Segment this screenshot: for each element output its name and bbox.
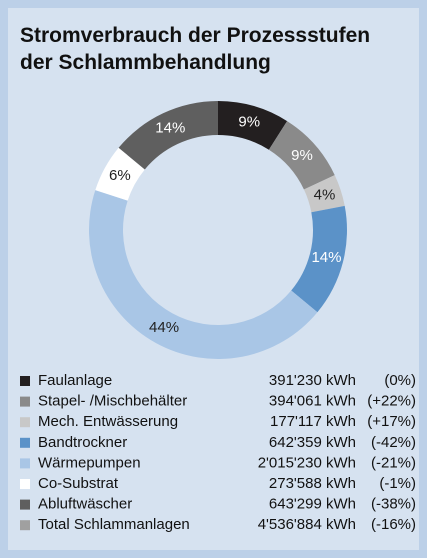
legend-consumption: 177'117 kWh: [270, 413, 356, 430]
slice-label: 4%: [314, 186, 336, 203]
legend-change: (+22%): [367, 393, 416, 410]
legend-consumption: 273'588 kWh: [269, 475, 356, 492]
legend-name: Abluftwäscher: [38, 496, 132, 513]
donut-slice: [89, 190, 318, 359]
legend-change: (+17%): [367, 413, 416, 430]
slice-label: 14%: [311, 249, 341, 266]
legend-swatch: [20, 499, 30, 510]
slice-label: 9%: [238, 113, 260, 130]
donut-slice: [118, 101, 218, 170]
donut-slice: [268, 121, 335, 190]
legend-consumption: 391'230 kWh: [269, 372, 356, 389]
legend-consumption: 2'015'230 kWh: [258, 454, 356, 471]
slice-label: 9%: [291, 147, 313, 164]
donut-slice: [95, 147, 145, 201]
legend-swatch: [20, 437, 30, 448]
legend-name: Co-Substrat: [38, 475, 119, 492]
legend-name: Stapel- /Mischbehälter: [38, 393, 187, 410]
legend-swatch: [20, 458, 30, 469]
legend-change: (-1%): [379, 475, 416, 492]
legend-change: (-16%): [371, 516, 416, 533]
legend-name: Total Schlammanlagen: [38, 516, 190, 533]
legend-change: (-38%): [371, 496, 416, 513]
legend-name: Bandtrockner: [38, 434, 127, 451]
legend-consumption: 4'536'884 kWh: [258, 516, 356, 533]
legend-swatch: [20, 479, 30, 489]
legend-change: (-21%): [371, 454, 416, 471]
legend-swatch: [20, 376, 30, 386]
donut-slice: [303, 175, 345, 213]
legend-change: (-42%): [371, 434, 416, 451]
slice-label: 14%: [155, 120, 185, 137]
chart-title: der Schlammbehandlung: [20, 51, 271, 74]
legend-name: Wärmepumpen: [38, 454, 141, 471]
panel: [8, 8, 419, 550]
legend-consumption: 642'359 kWh: [269, 434, 356, 451]
legend-swatch: [20, 520, 30, 531]
legend-name: Faulanlage: [38, 372, 112, 389]
legend-consumption: 394'061 kWh: [269, 393, 356, 410]
donut-slice: [291, 205, 347, 313]
legend-swatch: [20, 396, 30, 407]
chart-title: Stromverbrauch der Prozessstufen: [20, 24, 370, 47]
donut-slice: [218, 101, 288, 150]
slice-label: 6%: [109, 167, 131, 184]
slice-label: 44%: [149, 319, 179, 336]
legend-swatch: [20, 417, 30, 428]
legend-change: (0%): [384, 372, 416, 389]
legend-consumption: 643'299 kWh: [269, 496, 356, 513]
legend-name: Mech. Entwässerung: [38, 413, 178, 430]
